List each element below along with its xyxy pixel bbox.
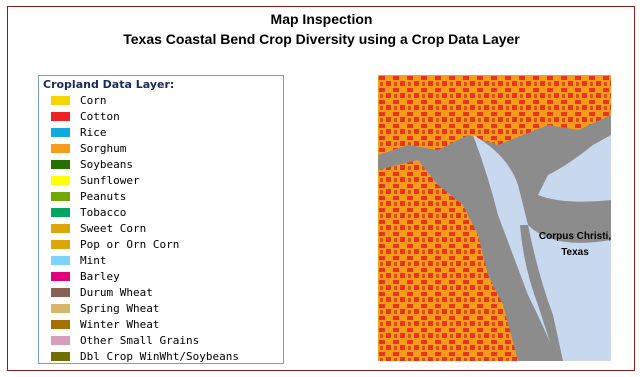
legend-label: Peanuts [80,190,126,203]
legend-swatch [51,304,70,313]
legend-swatch [51,352,70,361]
legend-label: Cotton [80,110,120,123]
map-label: Corpus Christi, [539,231,611,242]
legend-label: Spring Wheat [80,302,159,315]
legend-swatch [51,336,70,345]
slide: Map Inspection Texas Coastal Bend Crop D… [0,0,643,377]
legend-swatch [51,240,70,249]
map-label: Texas [561,247,589,258]
title: Map Inspection [0,11,643,27]
legend-swatch [51,224,70,233]
legend-label: Durum Wheat [80,286,153,299]
legend-label: Sweet Corn [80,222,146,235]
legend-swatch [51,272,70,281]
legend-label: Soybeans [80,158,133,171]
legend: Cropland Data Layer: Corn Cotton Rice Sorgh… [38,75,284,364]
legend-label: Sunflower [80,174,140,187]
legend-swatch [51,256,70,265]
map: Corpus Christi, Texas [378,75,611,361]
legend-label: Winter Wheat [80,318,159,331]
legend-swatch [51,208,70,217]
legend-label: Other Small Grains [80,334,199,347]
legend-swatch [51,176,70,185]
subtitle: Texas Coastal Bend Crop Diversity using … [0,31,643,47]
legend-label: Rice [80,126,107,139]
legend-swatch [51,144,70,153]
legend-label: Barley [80,270,120,283]
legend-swatch [51,112,70,121]
legend-swatch [51,96,70,105]
legend-swatch [51,288,70,297]
legend-label: Corn [80,94,107,107]
legend-label: Dbl Crop WinWht/Soybeans [80,350,239,363]
legend-swatch [51,192,70,201]
legend-label: Mint [80,254,107,267]
legend-swatch [51,320,70,329]
legend-label: Pop or Orn Corn [80,238,179,251]
legend-title: Cropland Data Layer: [43,78,174,91]
legend-label: Sorghum [80,142,126,155]
legend-swatch [51,160,70,169]
legend-swatch [51,128,70,137]
legend-label: Tobacco [80,206,126,219]
